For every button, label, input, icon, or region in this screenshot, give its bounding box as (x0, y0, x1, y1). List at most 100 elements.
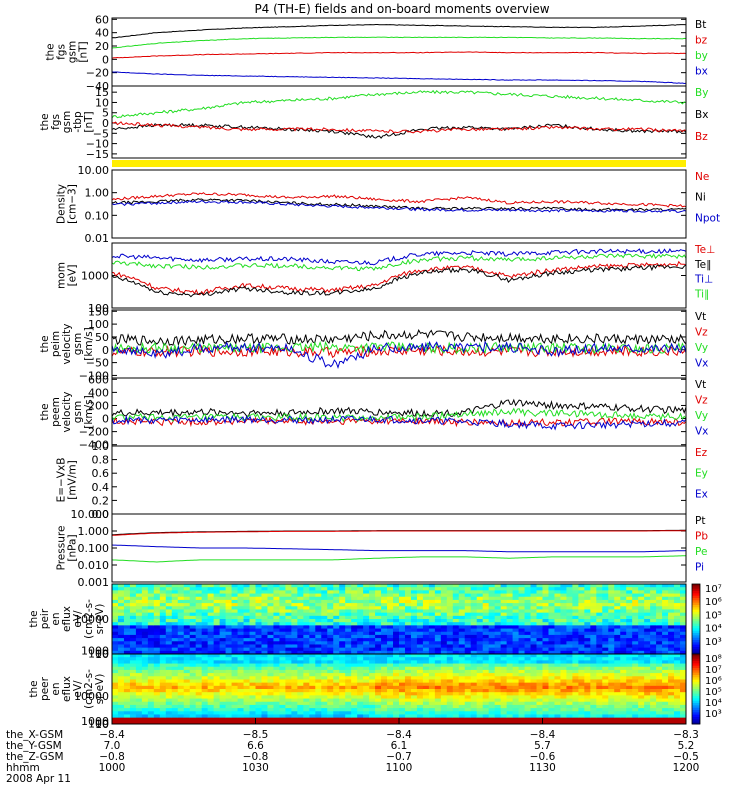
heatmap-cell (183, 647, 191, 652)
heatmap-cell (410, 615, 418, 620)
heatmap-cell (566, 698, 573, 703)
heatmap-cell (458, 644, 466, 649)
heatmap-cell (500, 698, 508, 703)
y-axis-label: the (28, 680, 40, 697)
heatmap-cell (518, 603, 526, 607)
heatmap-cell (518, 644, 526, 649)
heatmap-cell (482, 584, 490, 588)
heatmap-cell (321, 603, 328, 607)
heatmap-cell (375, 590, 382, 595)
heatmap-cell (357, 708, 364, 712)
heatmap-cell (680, 689, 687, 693)
heatmap-cell (590, 666, 597, 671)
heatmap-cell (506, 638, 514, 642)
heatmap-cell (112, 701, 119, 706)
heatmap-cell (476, 704, 484, 709)
heatmap-cell (674, 603, 681, 607)
heatmap-cell (213, 698, 221, 703)
tick-label: 10000 (74, 690, 109, 703)
heatmap-cell (536, 599, 543, 604)
heatmap-cell (554, 590, 561, 595)
heatmap-cell (339, 692, 346, 696)
heatmap-cell (123, 682, 131, 687)
heatmap-cell (249, 711, 256, 715)
heatmap-cell (201, 654, 209, 658)
tick-label: −10 (86, 138, 109, 151)
heatmap-cell (381, 590, 388, 595)
heatmap-cell (219, 584, 227, 588)
heatmap-cell (620, 603, 627, 607)
heatmap-cell (488, 596, 496, 601)
y-axis-label: en (50, 682, 62, 695)
heatmap-cell (590, 647, 597, 652)
heatmap-cell (363, 704, 370, 709)
heatmap-cell (482, 593, 490, 598)
heatmap-cell (267, 587, 274, 591)
heatmap-cell (291, 638, 298, 642)
heatmap-cell (381, 679, 388, 684)
heatmap-cell (524, 720, 532, 725)
heatmap-cell (165, 708, 173, 712)
heatmap-cell (225, 638, 233, 642)
heatmap-cell (339, 654, 346, 658)
heatmap-cell (159, 666, 167, 671)
heatmap-cell (488, 599, 496, 604)
heatmap-cell (404, 689, 412, 693)
heatmap-cell (578, 650, 585, 655)
heatmap-cell (231, 634, 239, 639)
heatmap-cell (147, 676, 155, 680)
heatmap-cell (147, 654, 155, 658)
heatmap-cell (213, 590, 221, 595)
heatmap-cell (141, 628, 149, 633)
heatmap-cell (572, 704, 579, 709)
heatmap-cell (602, 628, 609, 633)
heatmap-cell (195, 622, 203, 626)
heatmap-cell (440, 669, 448, 674)
heatmap-cell (129, 644, 137, 649)
heatmap-cell (147, 641, 155, 645)
heatmap-cell (112, 619, 119, 623)
heatmap-cell (680, 606, 687, 610)
heatmap-cell (602, 669, 609, 674)
heatmap-cell (512, 698, 520, 703)
heatmap-cell (440, 676, 448, 680)
heatmap-cell (458, 673, 466, 677)
heatmap-cell (321, 682, 328, 687)
heatmap-cell (632, 663, 639, 668)
heatmap-cell (285, 599, 292, 604)
heatmap-cell (422, 676, 430, 680)
heatmap-cell (560, 622, 567, 626)
series-line-Vt (111, 329, 687, 347)
heatmap-cell (584, 638, 591, 642)
heatmap-cell (237, 657, 245, 661)
heatmap-cell (536, 676, 543, 680)
heatmap-cell (494, 644, 502, 649)
heatmap-cell (399, 654, 406, 658)
heatmap-cell (506, 593, 514, 598)
heatmap-cell (638, 695, 645, 700)
series-line-Ti⊥ (111, 248, 687, 266)
heatmap-cell (183, 704, 191, 709)
tick-label: 1.000 (78, 525, 110, 538)
heatmap-cell (566, 599, 573, 604)
heatmap-cell (530, 619, 538, 623)
heatmap-cell (189, 619, 197, 623)
legend-entry: Ez (695, 447, 708, 459)
heatmap-cell (171, 711, 179, 715)
heatmap-cell (129, 647, 137, 652)
heatmap-cell (357, 612, 364, 617)
heatmap-cell (482, 666, 490, 671)
colorbar-cell (692, 656, 700, 660)
heatmap-cell (279, 698, 286, 703)
heatmap-cell (464, 631, 472, 636)
heatmap-cell (494, 612, 502, 617)
heatmap-cell (225, 634, 233, 639)
heatmap-cell (381, 663, 388, 668)
heatmap-cell (249, 634, 256, 639)
heatmap-cell (668, 704, 675, 709)
heatmap-cell (381, 587, 388, 591)
heatmap-cell (632, 628, 639, 633)
heatmap-cell (644, 647, 651, 652)
heatmap-cell (309, 698, 316, 703)
heatmap-cell (482, 663, 490, 668)
